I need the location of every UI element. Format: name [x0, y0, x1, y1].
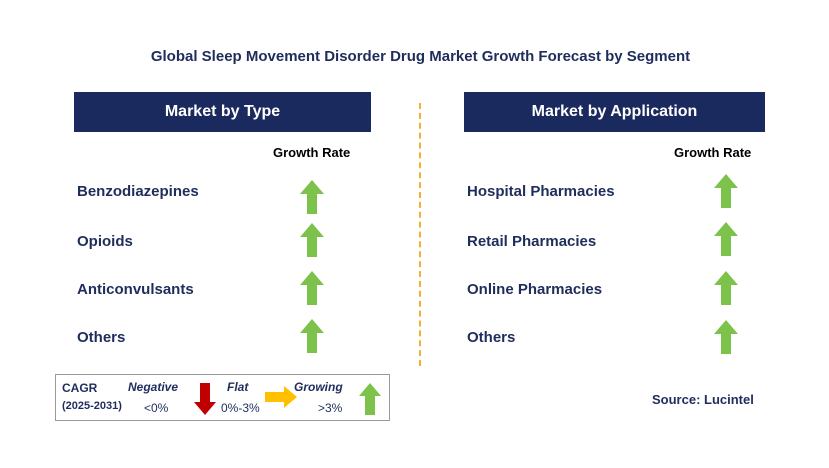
- application-row-label: Others: [467, 329, 516, 346]
- application-row-label: Retail Pharmacies: [467, 233, 597, 250]
- type-panel-header-label: Market by Type: [164, 103, 281, 120]
- legend-growing-range: >3%: [318, 401, 343, 415]
- type-panel-header: Market by Type: [74, 92, 371, 132]
- green-up-arrow-icon: [714, 320, 738, 354]
- legend-flat-label: Flat: [227, 380, 249, 394]
- panel-divider: [419, 103, 421, 366]
- cagr-legend: CAGR (2025-2031) Negative <0% Flat 0%-3%…: [55, 374, 390, 421]
- yellow-right-arrow-icon: [265, 386, 297, 408]
- green-up-arrow-icon: [300, 223, 324, 257]
- type-row-label: Opioids: [77, 233, 133, 250]
- green-up-arrow-icon: [300, 271, 324, 305]
- green-up-arrow-icon: [300, 180, 324, 214]
- type-row-label: Benzodiazepines: [77, 183, 199, 200]
- green-up-arrow-icon: [359, 383, 381, 415]
- application-row-label: Hospital Pharmacies: [467, 183, 615, 200]
- application-growth-rate-label: Growth Rate: [674, 145, 752, 160]
- green-up-arrow-icon: [300, 319, 324, 353]
- legend-period-label: (2025-2031): [62, 400, 122, 412]
- green-up-arrow-icon: [714, 222, 738, 256]
- page-title: Global Sleep Movement Disorder Drug Mark…: [150, 48, 691, 65]
- green-up-arrow-icon: [714, 271, 738, 305]
- legend-negative-label: Negative: [128, 380, 179, 394]
- legend-negative-range: <0%: [144, 401, 169, 415]
- legend-growing-label: Growing: [294, 380, 343, 394]
- green-up-arrow-icon: [714, 174, 738, 208]
- application-panel-header-label: Market by Application: [531, 103, 698, 120]
- legend-flat-range: 0%-3%: [221, 401, 260, 415]
- source-note: Source: Lucintel: [652, 392, 754, 407]
- legend-cagr-label: CAGR: [62, 381, 98, 395]
- type-row-label: Others: [77, 329, 126, 346]
- application-row-label: Online Pharmacies: [467, 281, 603, 298]
- type-row-label: Anticonvulsants: [77, 281, 194, 298]
- application-panel-header: Market by Application: [464, 92, 765, 132]
- type-growth-rate-label: Growth Rate: [273, 145, 351, 160]
- red-down-arrow-icon: [194, 383, 216, 415]
